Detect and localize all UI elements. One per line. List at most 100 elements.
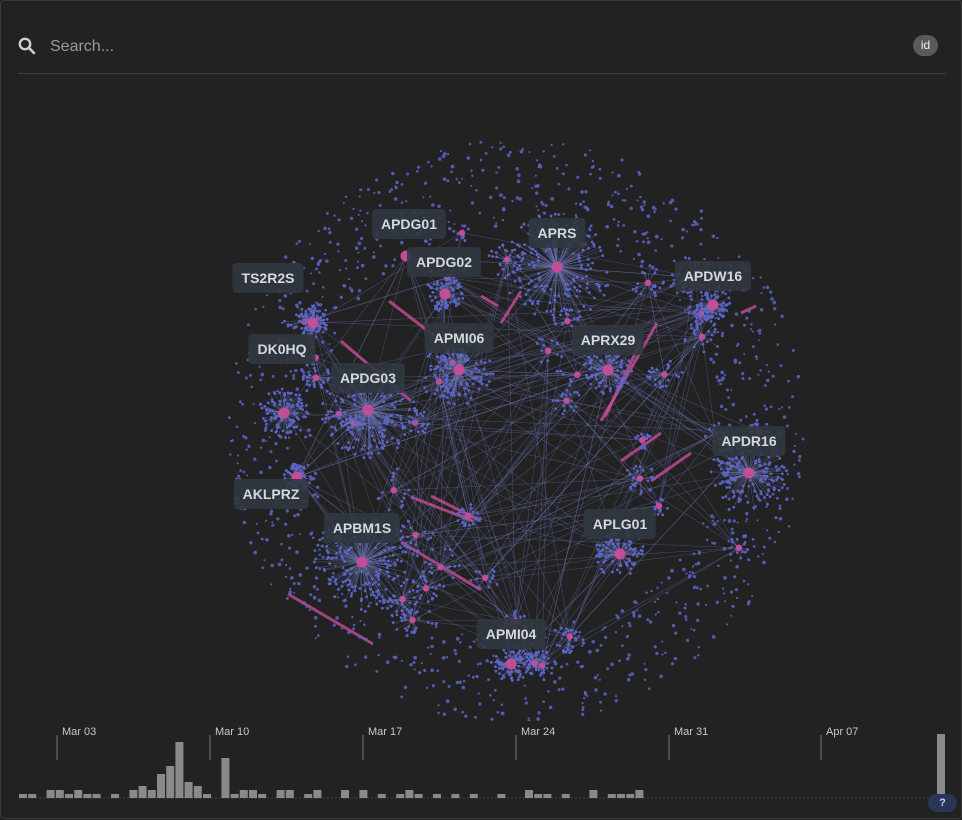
graph-node[interactable] xyxy=(686,639,689,642)
graph-node[interactable] xyxy=(237,371,240,374)
graph-node[interactable] xyxy=(525,293,528,296)
graph-node[interactable] xyxy=(783,466,786,469)
graph-node[interactable] xyxy=(478,388,481,391)
graph-node[interactable] xyxy=(415,612,418,615)
graph-node[interactable] xyxy=(697,561,700,564)
graph-node[interactable] xyxy=(745,495,748,498)
graph-node[interactable] xyxy=(292,374,295,377)
graph-node[interactable] xyxy=(698,646,700,648)
graph-node[interactable] xyxy=(377,497,380,500)
graph-node[interactable] xyxy=(731,458,734,461)
graph-node[interactable] xyxy=(312,329,315,332)
graph-node[interactable] xyxy=(728,302,731,305)
graph-node[interactable] xyxy=(730,546,733,549)
graph-node[interactable] xyxy=(567,283,570,286)
graph-node[interactable] xyxy=(699,228,702,231)
graph-node[interactable] xyxy=(409,663,412,666)
graph-node[interactable] xyxy=(589,173,592,176)
graph-node[interactable] xyxy=(597,554,600,557)
graph-node[interactable] xyxy=(407,489,410,492)
graph-node[interactable] xyxy=(642,240,645,243)
graph-node[interactable] xyxy=(488,380,491,383)
graph-node[interactable] xyxy=(654,271,657,274)
graph-node[interactable] xyxy=(639,196,642,199)
graph-node[interactable] xyxy=(269,436,271,438)
graph-node[interactable] xyxy=(462,686,466,690)
graph-node[interactable] xyxy=(619,563,622,566)
hub-node[interactable] xyxy=(391,487,397,493)
graph-node[interactable] xyxy=(778,531,781,534)
graph-node[interactable] xyxy=(464,523,467,526)
graph-node[interactable] xyxy=(767,490,770,493)
graph-node[interactable] xyxy=(353,624,356,627)
graph-node[interactable] xyxy=(521,148,524,151)
graph-node[interactable] xyxy=(542,671,545,674)
graph-node[interactable] xyxy=(250,386,253,389)
graph-node[interactable] xyxy=(571,309,574,312)
graph-node[interactable] xyxy=(546,360,549,363)
graph-node[interactable] xyxy=(756,419,759,422)
graph-node[interactable] xyxy=(357,252,359,254)
graph-node[interactable] xyxy=(312,282,315,285)
graph-node[interactable] xyxy=(599,679,601,681)
graph-node[interactable] xyxy=(592,243,595,246)
graph-node[interactable] xyxy=(724,408,727,411)
graph-node[interactable] xyxy=(443,177,447,181)
graph-node[interactable] xyxy=(313,596,317,600)
graph-node[interactable] xyxy=(490,718,493,721)
hub-node[interactable] xyxy=(699,334,705,340)
graph-node[interactable] xyxy=(239,469,242,472)
graph-node[interactable] xyxy=(245,449,247,451)
graph-node[interactable] xyxy=(764,384,767,387)
graph-node[interactable] xyxy=(417,549,420,552)
graph-node[interactable] xyxy=(525,660,528,663)
graph-node[interactable] xyxy=(437,205,441,209)
graph-node[interactable] xyxy=(700,209,704,213)
graph-node[interactable] xyxy=(669,220,672,223)
graph-node[interactable] xyxy=(570,399,573,402)
graph-node[interactable] xyxy=(639,492,642,495)
graph-node[interactable] xyxy=(731,531,735,535)
graph-node[interactable] xyxy=(552,399,555,402)
graph-node[interactable] xyxy=(322,556,325,559)
graph-node[interactable] xyxy=(591,640,595,644)
graph-node[interactable] xyxy=(393,258,396,261)
graph-node[interactable] xyxy=(424,239,427,242)
graph-node[interactable] xyxy=(534,185,537,188)
graph-node[interactable] xyxy=(633,563,636,566)
graph-node[interactable] xyxy=(379,426,382,429)
graph-node[interactable] xyxy=(736,345,738,347)
graph-node[interactable] xyxy=(498,246,501,249)
graph-node[interactable] xyxy=(504,276,507,279)
graph-node[interactable] xyxy=(544,204,547,207)
graph-node[interactable] xyxy=(430,636,433,639)
graph-node[interactable] xyxy=(542,288,545,291)
graph-node[interactable] xyxy=(328,227,331,230)
graph-node[interactable] xyxy=(471,175,473,177)
graph-node[interactable] xyxy=(731,605,734,608)
graph-node[interactable] xyxy=(524,685,526,687)
graph-node[interactable] xyxy=(752,506,755,509)
graph-node[interactable] xyxy=(434,305,437,308)
graph-node[interactable] xyxy=(447,401,450,404)
graph-node[interactable] xyxy=(781,478,784,481)
graph-node[interactable] xyxy=(757,555,759,557)
graph-node[interactable] xyxy=(308,384,311,387)
graph-node[interactable] xyxy=(693,586,697,590)
graph-node[interactable] xyxy=(537,214,540,217)
graph-node[interactable] xyxy=(509,259,512,262)
graph-node[interactable] xyxy=(707,298,710,301)
graph-node[interactable] xyxy=(658,380,661,383)
graph-node[interactable] xyxy=(696,323,699,326)
graph-node[interactable] xyxy=(257,531,260,534)
graph-node[interactable] xyxy=(589,149,591,151)
graph-node[interactable] xyxy=(295,433,297,435)
graph-node[interactable] xyxy=(427,646,429,648)
graph-node[interactable] xyxy=(741,550,744,553)
graph-node[interactable] xyxy=(397,442,400,445)
graph-node[interactable] xyxy=(730,324,734,328)
graph-node[interactable] xyxy=(280,558,283,561)
graph-node[interactable] xyxy=(311,531,314,534)
hub-node[interactable] xyxy=(482,575,488,581)
graph-node[interactable] xyxy=(744,551,747,554)
